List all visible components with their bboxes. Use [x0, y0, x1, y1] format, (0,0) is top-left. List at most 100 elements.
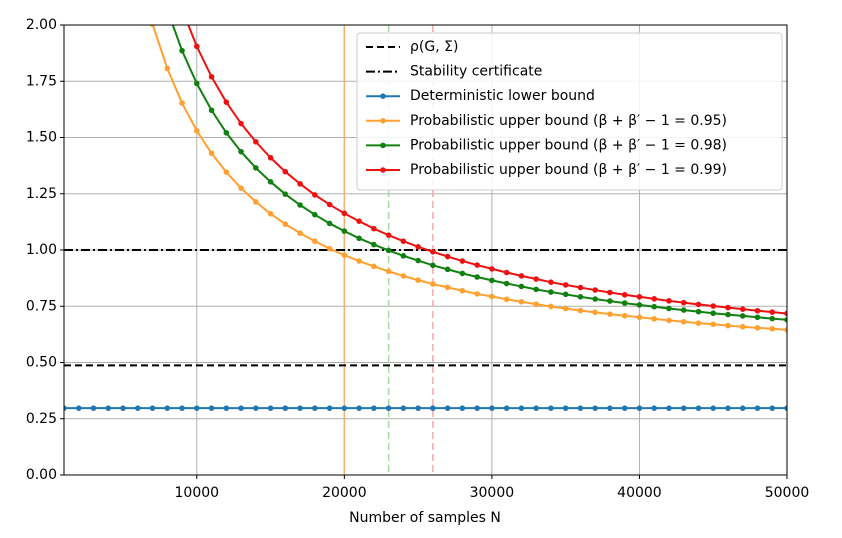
data-point [562, 282, 569, 288]
data-point [769, 315, 776, 322]
data-point [356, 218, 362, 224]
data-point [430, 262, 436, 269]
legend-label: Probabilistic upper bound (β + β′ − 1 = … [410, 113, 727, 129]
data-point [149, 25, 156, 27]
data-point [105, 405, 112, 411]
data-point [208, 73, 215, 80]
data-point [356, 235, 362, 242]
data-point [238, 185, 244, 191]
data-point [223, 99, 230, 105]
data-point [548, 279, 554, 285]
data-point [592, 309, 598, 316]
data-point [459, 270, 466, 277]
data-point [223, 129, 230, 136]
data-point [400, 238, 407, 245]
data-point [371, 241, 377, 248]
data-point [356, 405, 362, 411]
data-point [474, 291, 480, 297]
data-point [430, 249, 436, 255]
data-point [179, 6, 185, 12]
data-point [223, 405, 230, 411]
data-point [253, 199, 259, 205]
data-point [371, 225, 377, 232]
data-point [710, 405, 717, 411]
data-point [636, 302, 643, 308]
data-point [695, 320, 702, 326]
data-point [489, 293, 495, 300]
data-point [518, 283, 525, 290]
x-axis-label: Number of samples N [349, 510, 501, 526]
data-point [267, 210, 274, 217]
data-point [710, 321, 717, 328]
data-point [577, 284, 584, 291]
data-point [415, 277, 421, 283]
data-point [651, 296, 658, 302]
data-point [769, 309, 776, 315]
data-point [621, 300, 628, 306]
x-tick-label: 50000 [765, 485, 810, 501]
data-point [444, 266, 451, 273]
y-tick-label: 0.75 [26, 298, 57, 314]
data-point [164, 405, 171, 411]
data-point [503, 405, 510, 411]
data-point [253, 138, 259, 145]
data-point [385, 268, 392, 275]
data-point [592, 287, 598, 293]
data-point [548, 405, 554, 411]
data-point [621, 312, 628, 319]
data-point [695, 308, 702, 315]
y-tick-label: 0.00 [26, 467, 57, 483]
data-point [459, 287, 466, 294]
data-point [326, 220, 333, 227]
data-point [400, 253, 407, 259]
legend-label: ρ(G, Σ) [410, 39, 458, 55]
data-point [193, 43, 200, 50]
data-point [90, 405, 97, 411]
data-point [503, 280, 510, 287]
data-point [430, 281, 436, 287]
data-point [385, 247, 392, 254]
data-point [518, 273, 525, 279]
data-point [459, 258, 466, 264]
data-point [193, 405, 200, 411]
y-tick-label: 1.00 [26, 242, 57, 258]
data-point [223, 169, 230, 175]
legend-label: Deterministic lower bound [410, 88, 595, 104]
data-point [341, 210, 348, 217]
legend-label: Probabilistic upper bound (β + β′ − 1 = … [410, 137, 727, 153]
legend-marker [380, 118, 386, 124]
data-point [444, 284, 451, 291]
data-point [400, 273, 407, 279]
data-point [267, 154, 274, 161]
data-point [474, 405, 480, 411]
data-point [548, 303, 554, 310]
data-point [651, 316, 658, 322]
data-point [75, 405, 82, 411]
data-point [562, 305, 569, 312]
data-point [725, 311, 731, 318]
data-point [312, 405, 318, 411]
data-point [577, 294, 584, 300]
data-point [739, 313, 746, 319]
y-tick-label: 0.25 [26, 411, 57, 427]
data-point [371, 405, 377, 411]
data-point [607, 405, 613, 411]
data-point [164, 65, 171, 72]
data-point [754, 325, 761, 331]
data-point [238, 120, 244, 127]
data-point [666, 305, 672, 312]
data-point [253, 165, 259, 171]
legend: ρ(G, Σ) Stability certificate Deterministi… [356, 32, 783, 191]
data-point [282, 221, 289, 227]
data-point [562, 405, 569, 411]
data-point [518, 405, 525, 411]
data-point [179, 47, 185, 54]
data-point [577, 307, 584, 314]
data-point [459, 405, 466, 411]
legend-box [356, 32, 783, 191]
data-point [725, 405, 731, 411]
data-point [326, 201, 333, 208]
data-point [282, 168, 289, 175]
data-point [636, 405, 643, 411]
legend-label: Stability certificate [410, 64, 542, 80]
